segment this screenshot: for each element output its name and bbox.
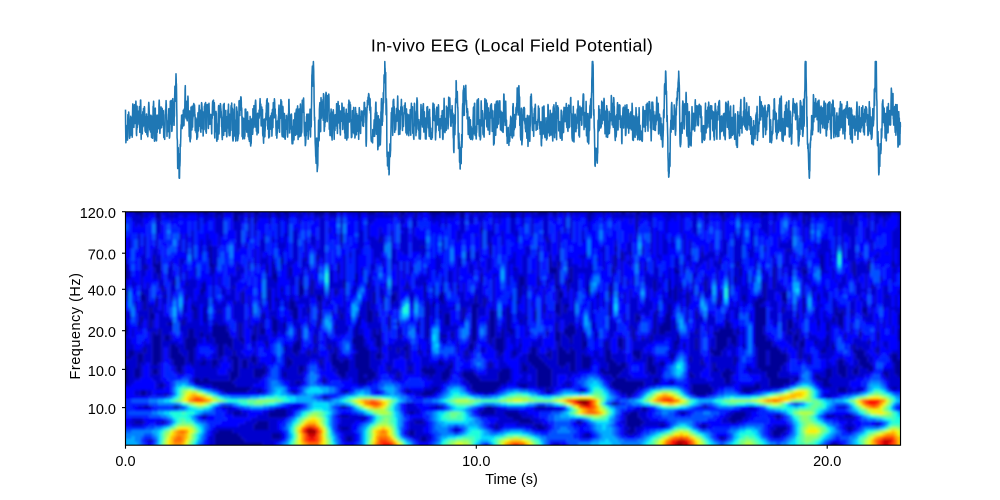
svg-text:10.0: 10.0 [88,364,116,380]
svg-text:20.0: 20.0 [813,454,841,470]
svg-text:Time (s): Time (s) [485,472,538,488]
svg-text:10.0: 10.0 [88,402,116,418]
svg-text:Frequency (Hz): Frequency (Hz) [68,273,84,380]
svg-text:40.0: 40.0 [88,284,116,300]
svg-text:In-vivo EEG (Local Field Poten: In-vivo EEG (Local Field Potential) [371,36,653,56]
svg-text:20.0: 20.0 [88,325,116,341]
svg-text:120.0: 120.0 [80,206,116,222]
svg-text:0.0: 0.0 [115,454,135,470]
svg-text:10.0: 10.0 [462,454,490,470]
svg-text:70.0: 70.0 [88,248,116,264]
